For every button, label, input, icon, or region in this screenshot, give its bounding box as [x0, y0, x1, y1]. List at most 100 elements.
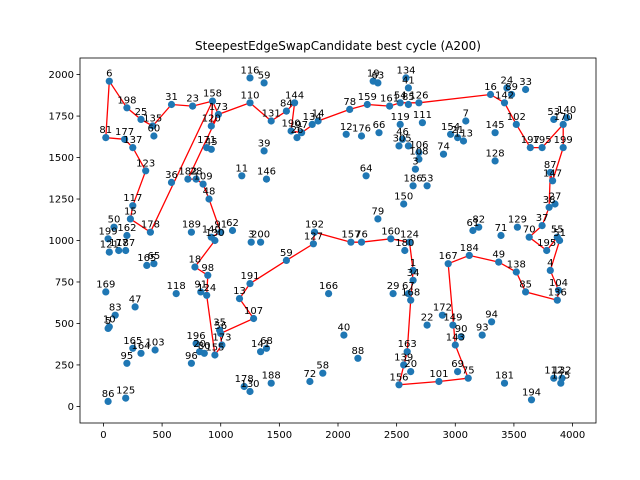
data-point: [217, 329, 225, 337]
data-point: [454, 134, 462, 142]
point-label: 112: [544, 366, 563, 377]
data-point: [465, 251, 473, 259]
data-point: [342, 130, 350, 138]
data-point: [404, 100, 412, 109]
data-point: [187, 359, 195, 367]
point-label: 82: [472, 215, 485, 226]
data-point: [451, 341, 459, 349]
data-point: [102, 134, 110, 142]
point-label: 120: [202, 114, 221, 125]
point-label: 147: [543, 168, 562, 179]
plot-area: 0 500 1000 1500 2000 2500 3000 3500 4000 0250500…: [49, 57, 597, 441]
point-label: 20: [404, 359, 417, 370]
x-tick-label: 1500: [267, 430, 292, 441]
point-label: 91: [214, 220, 227, 231]
point-label: 130: [240, 379, 259, 390]
point-label: 200: [251, 230, 270, 241]
point-label: 178: [141, 220, 160, 231]
point-label: 196: [187, 331, 206, 342]
point-label: 107: [244, 306, 263, 317]
data-point: [246, 280, 254, 288]
data-point: [310, 228, 319, 236]
data-point: [192, 175, 200, 183]
point-label: 11: [235, 163, 248, 174]
data-point: [262, 344, 271, 352]
data-point: [447, 130, 455, 138]
data-point: [454, 368, 462, 376]
point-label: 74: [437, 142, 450, 153]
data-point: [522, 85, 530, 94]
point-label: 126: [409, 90, 428, 101]
point-label: 110: [240, 90, 259, 101]
point-label: 79: [372, 206, 385, 217]
data-point: [411, 165, 419, 173]
data-point: [438, 311, 446, 319]
data-point: [123, 359, 131, 367]
point-label: 3: [412, 157, 418, 168]
data-point: [374, 215, 382, 223]
data-point: [553, 296, 561, 304]
x-tick-label: 4000: [560, 430, 585, 441]
data-point: [105, 323, 113, 331]
point-label: 186: [404, 173, 423, 184]
data-point: [525, 233, 533, 241]
point-label: 164: [131, 341, 150, 352]
point-label: 30: [393, 133, 406, 144]
point-label: 173: [209, 102, 228, 113]
data-point: [267, 379, 275, 387]
data-point: [205, 195, 213, 203]
point-label: 134: [396, 65, 415, 76]
point-label: 60: [148, 124, 161, 135]
data-point: [200, 349, 208, 357]
point-label: 62: [226, 218, 239, 229]
data-point: [306, 377, 314, 386]
data-point: [550, 115, 558, 123]
point-label: 188: [262, 371, 281, 382]
point-label: 140: [202, 225, 221, 236]
data-point: [122, 394, 130, 402]
point-label: 48: [203, 187, 216, 198]
data-point: [407, 368, 415, 376]
data-point: [129, 144, 137, 152]
point-label: 49: [492, 250, 505, 261]
point-label: 39: [258, 138, 271, 149]
data-point: [257, 348, 265, 356]
point-label: 134: [303, 112, 322, 123]
point-label: 13: [233, 286, 246, 297]
data-point: [415, 99, 423, 107]
data-point: [563, 114, 571, 122]
data-point: [556, 236, 564, 245]
data-point: [104, 397, 112, 405]
point-label: 187: [116, 238, 135, 249]
data-point: [403, 348, 411, 356]
point-label: 101: [429, 369, 448, 380]
point-label: 143: [446, 333, 465, 344]
point-label: 24: [501, 75, 514, 86]
point-label: 15: [124, 206, 137, 217]
data-point: [246, 387, 254, 396]
data-point: [137, 349, 145, 357]
data-point: [546, 168, 554, 177]
data-point: [538, 222, 546, 230]
data-point: [308, 120, 316, 128]
data-point: [396, 120, 404, 128]
point-label: 128: [486, 148, 505, 159]
data-point: [123, 231, 131, 240]
point-label: 159: [358, 92, 377, 103]
point-label: 150: [394, 192, 413, 203]
point-label: 65: [148, 251, 161, 262]
data-point: [554, 286, 563, 294]
point-label: 160: [381, 226, 400, 237]
data-point: [240, 382, 248, 391]
point-label: 1: [410, 258, 416, 269]
x-tick-label: 3500: [501, 430, 526, 441]
data-point: [522, 288, 530, 296]
data-point: [549, 177, 557, 185]
data-point: [469, 226, 477, 235]
data-point: [439, 150, 448, 158]
point-label: 157: [341, 230, 360, 241]
point-label: 116: [240, 65, 259, 76]
point-label: 199: [99, 226, 118, 237]
data-point: [191, 263, 199, 271]
data-point: [126, 215, 134, 223]
